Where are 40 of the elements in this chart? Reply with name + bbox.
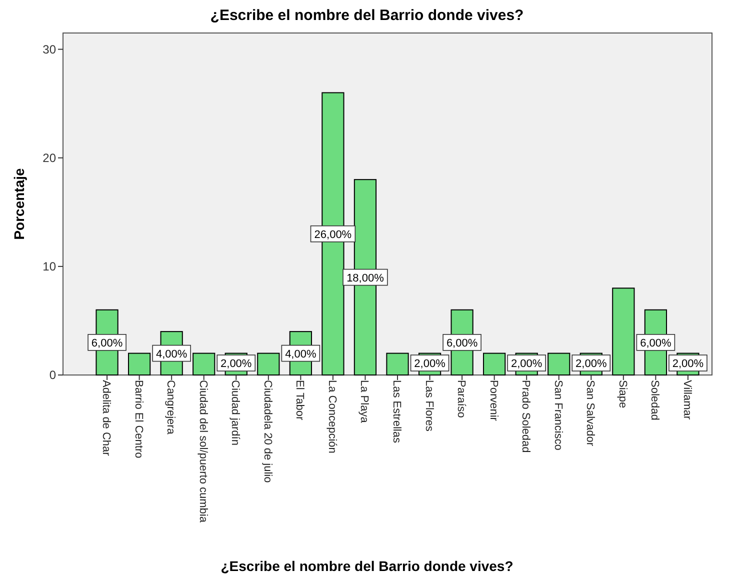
y-tick-label: 0: [49, 368, 56, 382]
x-tick-label: Ciudad jardín: [229, 380, 242, 446]
data-label: 4,00%: [285, 348, 316, 360]
data-label: 2,00%: [672, 358, 704, 370]
x-tick-label: Soledad: [648, 380, 661, 420]
data-label: 2,00%: [510, 358, 542, 370]
chart-title: ¿Escribe el nombre del Barrio donde vives?: [210, 7, 524, 24]
data-label: 26,00%: [314, 228, 352, 241]
x-tick-label: Ciudad del sol/puerto cumbia: [196, 380, 209, 524]
y-axis-title: Porcentaje: [11, 168, 27, 240]
x-tick-label: Las Estrellas: [390, 380, 402, 444]
bar: [612, 288, 635, 376]
x-tick-label: Cangrejera: [164, 380, 177, 436]
bar: [128, 352, 151, 376]
data-label: 4,00%: [156, 348, 188, 360]
x-tick-label: Las Flores: [422, 380, 435, 432]
data-label: 2,00%: [220, 358, 252, 370]
data-label: 6,00%: [446, 337, 478, 350]
y-tick-label: 10: [42, 259, 56, 274]
data-label: 6,00%: [91, 337, 123, 350]
x-tick-label: Siape: [616, 380, 628, 408]
data-label: 2,00%: [576, 358, 607, 370]
x-tick-label: Barrio El Centro: [132, 380, 144, 458]
data-label: 18,00%: [346, 272, 384, 284]
y-tick-label: 20: [42, 150, 56, 165]
x-tick-label: San Francisco: [552, 380, 564, 450]
data-label: 6,00%: [640, 337, 672, 350]
data-label: 2,00%: [414, 358, 446, 370]
x-tick-label: Paraíso: [455, 380, 468, 418]
x-tick-label: La Playa: [358, 380, 370, 424]
x-tick-label: El Tabor: [294, 380, 306, 420]
x-tick-label: Villamar: [680, 380, 693, 420]
x-tick-label: Prado Soledad: [520, 380, 532, 453]
x-tick-label: Adelita de Char: [100, 380, 112, 456]
x-tick-label: La Concepción: [326, 380, 338, 454]
x-axis-title: ¿Escribe el nombre del Barrio donde vives?: [220, 558, 514, 574]
y-tick-label: 30: [42, 42, 56, 56]
x-tick-label: San Salvador: [584, 380, 596, 446]
x-tick-label: Porvenir: [487, 380, 500, 422]
x-tick-label: Ciudadela 20 de julio: [261, 380, 274, 483]
